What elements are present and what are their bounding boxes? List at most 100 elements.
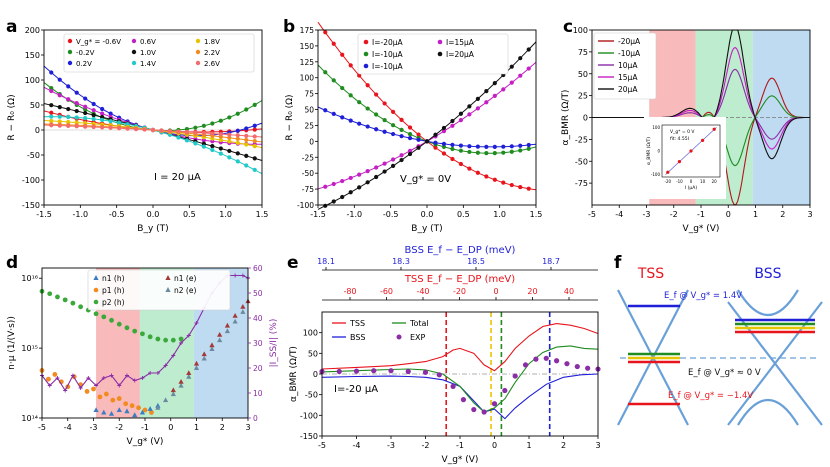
x-tick-label: -1.5 — [36, 210, 52, 219]
data-point — [93, 311, 99, 317]
legend-box — [593, 32, 657, 100]
legend-marker — [131, 60, 137, 66]
legend-marker — [67, 60, 73, 66]
legend: I=-20μA I=-10μA I=-10μA I=15μA I=20μA — [357, 33, 509, 75]
data-point — [66, 119, 71, 125]
data-point — [201, 123, 206, 128]
x-axis-label: V_g* (V) — [127, 437, 164, 447]
data-point — [374, 174, 379, 180]
legend-marker — [195, 60, 201, 66]
y-tick-label: -150 — [22, 201, 40, 210]
data-point — [210, 144, 215, 149]
ratio-point — [140, 376, 145, 380]
data-point — [218, 146, 223, 151]
data-point — [139, 409, 146, 415]
ratio-point — [94, 383, 99, 388]
fermi-label-mid: E_f @ V_g* ≈ 0 V — [688, 368, 761, 378]
data-point — [235, 128, 240, 133]
data-point — [66, 114, 71, 120]
inset-legend-fit: fit: 4.55I — [670, 136, 689, 142]
data-point — [133, 126, 139, 132]
y-tick-label: 50 — [308, 349, 318, 358]
data-point — [74, 115, 79, 120]
y-tick-label: 100 — [573, 26, 588, 35]
legend-box — [87, 269, 231, 311]
legend-marker — [396, 334, 402, 340]
data-point — [458, 161, 464, 167]
ratio-point — [179, 341, 184, 345]
x-tick-label: 2 — [220, 423, 225, 432]
y-tick-label: 50 — [30, 101, 40, 110]
ratio-point — [194, 321, 199, 325]
data-point — [129, 403, 135, 409]
ratio-point — [163, 363, 168, 368]
fermi-label-low: E_f @ V_g* = −1.4V — [668, 391, 753, 401]
data-point — [193, 365, 200, 370]
data-point — [193, 130, 198, 135]
data-point — [458, 118, 464, 123]
data-point — [91, 101, 96, 107]
data-point — [55, 294, 60, 300]
data-point — [210, 131, 215, 136]
data-point — [475, 150, 480, 155]
legend-label: p2 (h) — [102, 298, 125, 307]
inset-data-point — [701, 138, 705, 142]
data-point — [475, 96, 480, 101]
data-point — [340, 194, 345, 200]
data-point — [184, 138, 190, 143]
x-tick-label: 0.5 — [183, 210, 196, 219]
data-point — [97, 394, 103, 400]
exp-point — [336, 368, 342, 375]
data-point — [83, 124, 88, 129]
x-tick-label: -1 — [141, 423, 149, 432]
y-tick-label: -50 — [305, 391, 318, 400]
data-point — [49, 118, 54, 124]
data-point — [407, 125, 413, 130]
data-point — [357, 100, 362, 105]
data-point — [103, 391, 109, 397]
exp-point — [481, 409, 487, 415]
data-point — [390, 163, 396, 168]
legend-marker — [437, 39, 443, 45]
data-point — [492, 93, 497, 98]
data-point — [252, 144, 257, 149]
data-point — [178, 382, 184, 388]
panel-label-b: b — [283, 17, 295, 37]
y-tick-label: 150 — [300, 42, 315, 51]
inset-data-point — [666, 170, 670, 174]
data-point — [450, 123, 455, 128]
legend-label: 0.2V — [76, 60, 92, 68]
data-point — [170, 387, 176, 393]
data-point — [57, 77, 62, 82]
data-point — [100, 117, 105, 123]
data-point — [150, 127, 156, 133]
data-point — [467, 144, 472, 149]
data-point — [340, 115, 345, 120]
data-point — [227, 155, 232, 160]
x-tick-label: 1 — [194, 423, 199, 432]
exp-point — [405, 368, 411, 375]
data-point — [62, 297, 68, 303]
series-line-1 — [321, 373, 599, 420]
data-point — [84, 389, 90, 394]
exp-point — [388, 368, 394, 374]
data-point — [217, 332, 223, 337]
legend-marker — [165, 287, 171, 292]
y-tick-label: -25 — [302, 153, 314, 162]
legend-label: n2 (e) — [174, 286, 196, 295]
data-point — [374, 127, 379, 132]
data-point — [184, 129, 190, 135]
y-tick-label: 0 — [309, 137, 314, 146]
data-point — [340, 52, 345, 57]
data-point — [467, 104, 472, 109]
legend-label: BSS — [350, 333, 366, 342]
x-tick-label: -1.5 — [310, 210, 326, 219]
y-axis-label: |I_SS/I| (%) — [269, 319, 279, 368]
data-point — [218, 151, 223, 156]
data-point — [252, 167, 257, 172]
data-point — [132, 412, 138, 418]
data-point — [407, 148, 413, 153]
data-point — [83, 110, 88, 116]
data-point — [407, 132, 413, 137]
annotation-gate: V_g* = 0V — [400, 174, 451, 185]
